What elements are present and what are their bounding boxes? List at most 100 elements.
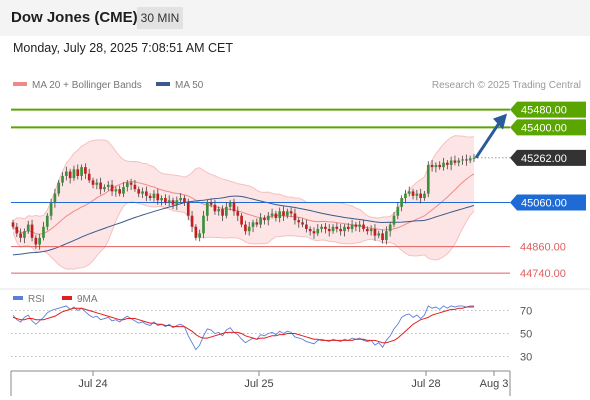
candle-body xyxy=(236,211,240,216)
candle-body xyxy=(95,182,99,185)
candle xyxy=(335,223,339,233)
level-label: 45060.00 xyxy=(521,197,567,209)
candle-body xyxy=(186,202,190,216)
candle-body xyxy=(377,233,381,236)
candle xyxy=(106,181,110,191)
candle-body xyxy=(316,228,320,234)
candle-body xyxy=(145,191,148,196)
candle-body xyxy=(285,211,289,216)
candle xyxy=(472,154,476,162)
candle-body xyxy=(179,198,182,201)
candle-body xyxy=(171,200,175,205)
candle xyxy=(411,188,415,200)
candle xyxy=(141,187,144,199)
candle xyxy=(186,198,190,221)
candle xyxy=(61,172,64,187)
candle xyxy=(259,213,262,229)
candle xyxy=(152,189,156,202)
candle-body xyxy=(335,226,339,229)
candle xyxy=(278,207,282,223)
candle xyxy=(84,163,87,180)
candle-body xyxy=(156,193,160,201)
candle-body xyxy=(407,191,411,194)
candle-body xyxy=(362,224,365,229)
legend-item-rsi-ma: 9MA xyxy=(62,294,98,305)
candle-body xyxy=(183,198,186,203)
candle-body xyxy=(411,191,415,196)
candle-body xyxy=(392,215,396,225)
candle xyxy=(65,166,68,181)
candle-body xyxy=(247,226,251,232)
candle xyxy=(312,227,316,239)
candle-body xyxy=(190,215,194,227)
candle-body xyxy=(320,226,323,229)
candle xyxy=(415,189,419,201)
candle-body xyxy=(87,173,91,181)
candle-body xyxy=(217,209,221,212)
candle-body xyxy=(404,193,407,199)
candle xyxy=(461,155,464,165)
candle xyxy=(34,235,38,249)
candle xyxy=(289,207,293,218)
candle xyxy=(407,186,411,197)
candle-body xyxy=(23,231,26,238)
level-label: 44740.00 xyxy=(520,268,566,280)
candle-body xyxy=(297,220,301,223)
candle xyxy=(404,189,407,204)
candle-body xyxy=(388,224,392,232)
candle-body xyxy=(301,222,304,225)
candle xyxy=(103,184,106,192)
candle-body xyxy=(346,226,350,229)
candle-body xyxy=(438,164,442,168)
candle-body xyxy=(423,193,426,199)
candle-body xyxy=(103,187,106,190)
candle xyxy=(285,208,289,219)
candle-body xyxy=(430,164,434,168)
candle xyxy=(308,226,312,236)
candle-body xyxy=(468,158,472,161)
candle xyxy=(160,195,163,206)
candle xyxy=(423,190,426,201)
candle xyxy=(438,161,442,170)
candle-body xyxy=(396,206,400,216)
candle-body xyxy=(141,191,144,194)
candle-body xyxy=(358,224,362,227)
candle-body xyxy=(354,224,358,227)
rsi-tick-label: 50 xyxy=(520,329,532,341)
candle xyxy=(457,157,461,167)
candle xyxy=(133,179,137,192)
candle-body xyxy=(274,213,278,218)
candle xyxy=(327,224,331,237)
level-label: 45400.00 xyxy=(521,122,567,134)
candle xyxy=(125,179,129,192)
candle-body xyxy=(209,202,213,205)
target-arrow-head xyxy=(493,113,507,130)
candle-body xyxy=(175,200,179,205)
candle-body xyxy=(240,215,243,225)
candle-body xyxy=(38,237,42,245)
candle xyxy=(221,205,224,222)
candle xyxy=(205,199,209,222)
rsi-line xyxy=(12,305,474,351)
candle-body xyxy=(160,198,163,201)
candle-body xyxy=(339,228,342,232)
candle-body xyxy=(99,182,102,190)
candle xyxy=(354,221,358,232)
candle xyxy=(434,162,438,173)
candle-body xyxy=(453,160,457,163)
candle xyxy=(26,220,30,234)
candle xyxy=(19,228,22,243)
candle xyxy=(99,177,102,195)
x-tick-label: Jul 28 xyxy=(411,378,440,390)
candle-body xyxy=(385,231,388,241)
legend-label: 9MA xyxy=(77,294,98,305)
candle-body xyxy=(11,222,15,227)
candle-body xyxy=(30,224,34,238)
rsi-tick-label: 30 xyxy=(520,352,532,364)
candle xyxy=(293,208,297,225)
candle xyxy=(23,228,26,244)
timeframe-button[interactable]: 30 MIN xyxy=(137,7,183,29)
candle-body xyxy=(19,233,22,238)
candle-body xyxy=(213,204,217,212)
